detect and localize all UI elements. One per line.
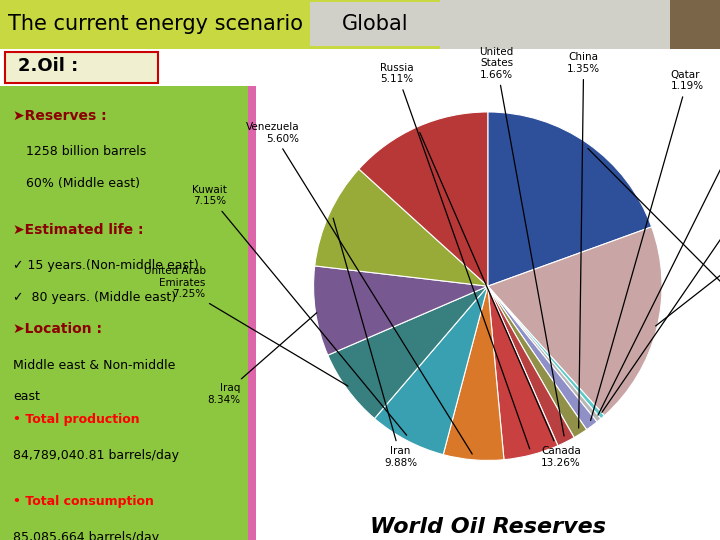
Text: 60% (Middle east): 60% (Middle east) [26,177,140,190]
Text: India
0.42%: India 0.42% [602,150,720,413]
Wedge shape [374,286,488,455]
Text: Iraq
8.34%: Iraq 8.34% [207,313,317,405]
Text: Canada
13.26%: Canada 13.26% [420,133,581,468]
Text: east: east [13,390,40,403]
Text: Middle east & Non-middle: Middle east & Non-middle [13,359,175,372]
Wedge shape [488,227,662,416]
Bar [310,2,440,46]
Text: Oman
0.45%: Oman 0.45% [598,110,720,415]
Wedge shape [488,286,587,437]
Text: 84,789,040.81 barrels/day: 84,789,040.81 barrels/day [13,449,179,462]
Text: Global: Global [342,14,408,35]
Text: 85,085,664 barrels/day: 85,085,664 barrels/day [13,531,159,540]
Text: ✓ 15 years.(Non-middle east): ✓ 15 years.(Non-middle east) [13,259,199,272]
Text: World Oil Reserves: World Oil Reserves [370,517,606,537]
Text: United Arab
Emirates
7.25%: United Arab Emirates 7.25% [143,266,348,386]
Text: Qatar
1.19%: Qatar 1.19% [590,70,704,421]
Text: Iran
9.88%: Iran 9.88% [333,218,418,468]
Text: • Total consumption: • Total consumption [13,495,153,508]
Wedge shape [488,286,604,418]
Text: ➤Location :: ➤Location : [13,322,102,336]
Wedge shape [359,112,488,286]
Wedge shape [315,169,488,286]
Text: United
States
1.66%: United States 1.66% [480,46,564,436]
Text: Russia
5.11%: Russia 5.11% [380,63,530,449]
Bar [440,0,670,49]
Bar [248,86,256,540]
Text: ➤Reserves :: ➤Reserves : [13,109,107,123]
Wedge shape [488,286,601,422]
Wedge shape [444,286,504,461]
Wedge shape [488,286,558,460]
Text: Venezuela
5.60%: Venezuela 5.60% [246,122,472,454]
Bar [670,0,720,49]
Wedge shape [487,112,652,286]
Text: ➤Estimated life :: ➤Estimated life : [13,222,143,237]
Text: The current energy scenario: The current energy scenario [8,14,303,35]
Text: ✓  80 years. (Middle east): ✓ 80 years. (Middle east) [13,291,176,303]
Bar [0,0,440,49]
Wedge shape [314,266,488,355]
Text: Kuwait
7.15%: Kuwait 7.15% [192,185,407,435]
Text: Others
18.87%: Others 18.87% [656,220,720,326]
FancyBboxPatch shape [5,52,158,83]
Text: China
1.35%: China 1.35% [567,52,600,428]
Wedge shape [328,286,488,418]
Text: • Total production: • Total production [13,413,140,426]
Wedge shape [488,286,574,445]
Text: Saudi Arabia
19.47%: Saudi Arabia 19.47% [588,148,720,363]
Wedge shape [488,286,597,430]
Text: 2.Oil :: 2.Oil : [18,57,78,75]
Text: 1258 billion barrels: 1258 billion barrels [26,145,146,158]
